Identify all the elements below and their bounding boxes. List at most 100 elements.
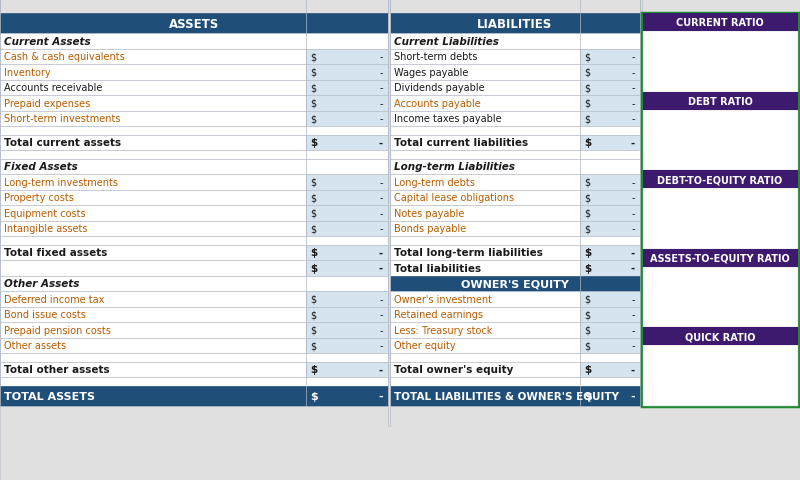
Bar (642, 14, 798, 406)
Text: $: $ (584, 294, 590, 304)
Bar (306, 49, 388, 65)
Bar (0, 362, 306, 377)
Bar (0, 291, 306, 307)
Bar (306, 307, 388, 323)
Bar (580, 221, 640, 237)
Text: $: $ (584, 325, 590, 335)
Text: -: - (631, 325, 635, 335)
Bar (0, 377, 388, 386)
Bar (0, 386, 388, 406)
Bar (390, 49, 580, 65)
Bar (390, 159, 640, 175)
Text: Total long-term liabilities: Total long-term liabilities (394, 248, 543, 258)
Text: Long-term debts: Long-term debts (394, 178, 475, 187)
Bar (580, 245, 640, 261)
Text: Accounts payable: Accounts payable (394, 98, 481, 108)
Bar (0, 307, 306, 323)
Text: Deferred income tax: Deferred income tax (4, 294, 104, 304)
Text: Equipment costs: Equipment costs (4, 208, 86, 218)
Text: -: - (379, 294, 383, 304)
Bar (388, 14, 390, 34)
Text: Short-term investments: Short-term investments (4, 114, 121, 124)
Bar (0, 245, 306, 261)
Bar (580, 175, 640, 190)
Bar (306, 80, 388, 96)
Bar (306, 323, 388, 338)
Text: OWNER'S EQUITY: OWNER'S EQUITY (461, 279, 569, 289)
Bar (580, 338, 640, 353)
Text: $: $ (310, 391, 318, 401)
Bar (0, 127, 388, 135)
Text: $: $ (584, 391, 592, 401)
Bar (390, 127, 640, 135)
Bar (0, 190, 306, 205)
Text: $: $ (310, 224, 316, 234)
Bar (580, 291, 640, 307)
Text: $: $ (310, 325, 316, 335)
Bar (390, 276, 640, 291)
Bar (643, 92, 798, 110)
Text: -: - (379, 114, 383, 124)
Text: $: $ (584, 341, 590, 350)
Text: Short-term debts: Short-term debts (394, 52, 478, 62)
Text: Prepaid expenses: Prepaid expenses (4, 98, 90, 108)
Bar (0, 261, 306, 276)
Bar (390, 111, 580, 127)
Bar (390, 386, 640, 406)
Text: -: - (631, 193, 635, 203)
Text: TOTAL ASSETS: TOTAL ASSETS (4, 391, 95, 401)
Text: Other equity: Other equity (394, 341, 456, 350)
Bar (0, 205, 306, 221)
Bar (0, 175, 306, 190)
Text: $: $ (584, 263, 591, 273)
Text: -: - (378, 391, 383, 401)
Bar (0, 135, 306, 151)
Bar (306, 338, 388, 353)
Text: Total other assets: Total other assets (4, 365, 110, 374)
Bar (390, 307, 580, 323)
Bar (390, 237, 640, 245)
Text: $: $ (584, 224, 590, 234)
Text: -: - (631, 98, 635, 108)
Text: ASSETS: ASSETS (169, 17, 219, 30)
Bar (580, 261, 640, 276)
Text: -: - (631, 294, 635, 304)
Text: -: - (631, 208, 635, 218)
Bar (0, 276, 388, 291)
Bar (643, 267, 798, 327)
Text: Intangible assets: Intangible assets (4, 224, 87, 234)
Text: $: $ (584, 138, 591, 148)
Bar (306, 362, 388, 377)
Text: Owner's investment: Owner's investment (394, 294, 492, 304)
Bar (390, 338, 580, 353)
Text: -: - (630, 138, 635, 148)
Text: -: - (630, 365, 635, 374)
Bar (390, 190, 580, 205)
Bar (390, 65, 580, 80)
Bar (0, 151, 388, 159)
Bar (0, 159, 388, 175)
Text: -: - (631, 114, 635, 124)
Bar (390, 261, 580, 276)
Bar (306, 291, 388, 307)
Bar (643, 14, 798, 32)
Text: Accounts receivable: Accounts receivable (4, 83, 102, 93)
Text: Prepaid pension costs: Prepaid pension costs (4, 325, 111, 335)
Bar (0, 0, 800, 14)
Text: DEBT-TO-EQUITY RATIO: DEBT-TO-EQUITY RATIO (658, 175, 782, 185)
Bar (643, 32, 798, 92)
Text: Total owner's equity: Total owner's equity (394, 365, 514, 374)
Text: -: - (631, 310, 635, 320)
Text: -: - (379, 68, 383, 78)
Bar (580, 65, 640, 80)
Text: Current Assets: Current Assets (4, 36, 90, 47)
Text: $: $ (584, 310, 590, 320)
Text: $: $ (310, 52, 316, 62)
Text: -: - (378, 248, 383, 258)
Bar (580, 362, 640, 377)
Text: Bonds payable: Bonds payable (394, 224, 466, 234)
Text: Cash & cash equivalents: Cash & cash equivalents (4, 52, 125, 62)
Bar (643, 110, 798, 171)
Text: Capital lease obligations: Capital lease obligations (394, 193, 514, 203)
Text: -: - (630, 263, 635, 273)
